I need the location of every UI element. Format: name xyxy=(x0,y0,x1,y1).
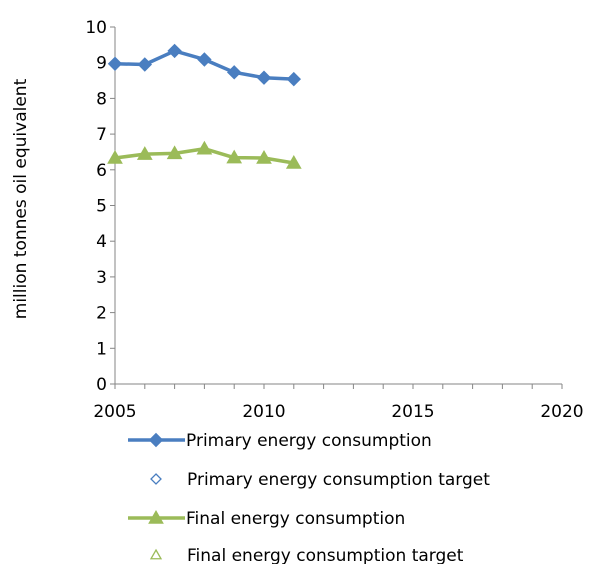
series-2 xyxy=(107,140,302,169)
legend-item: Final energy consumption target xyxy=(149,546,464,564)
y-tick-label: 4 xyxy=(96,232,107,252)
y-tick-label: 9 xyxy=(96,54,107,74)
data-point xyxy=(167,43,182,59)
data-point xyxy=(107,150,123,164)
y-tick-label: 8 xyxy=(96,89,107,109)
data-point xyxy=(136,146,153,160)
data-point xyxy=(196,140,213,155)
legend-item: Primary energy consumption xyxy=(128,431,432,451)
y-tick-label: 2 xyxy=(96,304,107,324)
y-tick-label: 6 xyxy=(96,161,107,181)
y-tick-label: 7 xyxy=(96,125,107,145)
legend-marker xyxy=(148,509,164,524)
legend-marker xyxy=(148,432,164,448)
x-tick-label: 2015 xyxy=(391,402,434,422)
data-point xyxy=(166,145,183,160)
data-point xyxy=(226,65,242,80)
legend-item: Final energy consumption xyxy=(128,509,405,529)
data-point xyxy=(197,52,212,67)
legend-label: Final energy consumption xyxy=(186,509,405,529)
data-point xyxy=(256,150,272,164)
legend-marker xyxy=(149,548,163,560)
legend-label: Primary energy consumption xyxy=(186,431,432,451)
data-point xyxy=(137,57,153,72)
x-tick-label: 2010 xyxy=(242,402,285,422)
data-point xyxy=(256,70,272,85)
y-axis-title: million tonnes oil equivalent xyxy=(11,78,31,319)
legend-label: Primary energy consumption target xyxy=(187,470,490,490)
plot-series xyxy=(107,43,302,169)
y-tick-label: 0 xyxy=(96,375,107,395)
series-0 xyxy=(107,43,302,87)
x-tick-label: 2020 xyxy=(540,402,583,422)
y-tick-label: 1 xyxy=(96,339,107,359)
data-point xyxy=(285,155,302,169)
data-point xyxy=(107,56,123,71)
legend-item: Primary energy consumption target xyxy=(150,470,490,490)
x-axis: 2005 2010 2015 2020 xyxy=(93,383,584,422)
legend-label: Final energy consumption target xyxy=(187,546,464,564)
legend-marker xyxy=(150,473,162,485)
y-axis: 0 1 2 3 4 5 6 7 8 9 10 xyxy=(85,18,116,395)
data-point xyxy=(226,149,243,164)
y-tick-label: 10 xyxy=(85,18,107,38)
data-point xyxy=(286,71,302,87)
y-tick-label: 5 xyxy=(96,197,107,217)
legend: Primary energy consumption Primary energy… xyxy=(128,431,490,564)
y-tick-label: 3 xyxy=(96,268,107,288)
x-tick-label: 2005 xyxy=(93,402,136,422)
